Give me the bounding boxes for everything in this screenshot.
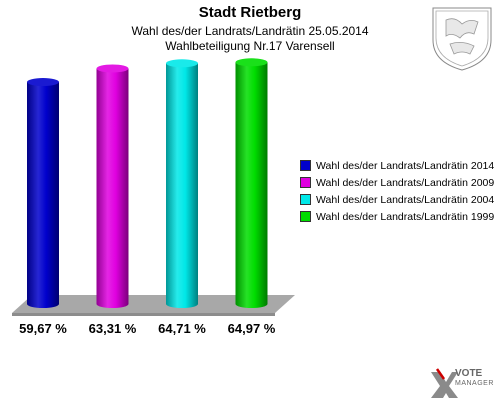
bar-top	[96, 64, 129, 73]
chart-floor	[12, 295, 295, 313]
legend-item: Wahl des/der Landrats/Landrätin 1999	[300, 208, 494, 225]
bar	[235, 58, 268, 308]
chart-subtitle-2: Wahlbeteiligung Nr.17 Varensell	[165, 39, 335, 53]
legend-item: Wahl des/der Landrats/Landrätin 2014	[300, 157, 494, 174]
bar-body	[27, 82, 59, 308]
legend-item: Wahl des/der Landrats/Landrätin 2004	[300, 191, 494, 208]
bar	[96, 64, 129, 308]
bar-value-label: 59,67 %	[19, 321, 67, 336]
vote-manager-logo-icon	[431, 368, 458, 398]
logo-text-vote: VOTE	[455, 368, 483, 379]
bar-body	[166, 63, 198, 308]
chart-legend: Wahl des/der Landrats/Landrätin 2014 Wah…	[300, 157, 494, 225]
bar-top	[235, 58, 268, 67]
bar	[27, 78, 59, 308]
legend-swatch	[300, 194, 311, 205]
legend-label: Wahl des/der Landrats/Landrätin 2014	[316, 159, 495, 172]
chart-floor-shadow	[12, 313, 275, 316]
coat-of-arms-icon	[432, 7, 492, 71]
legend-label: Wahl des/der Landrats/Landrätin 2009	[316, 176, 495, 189]
bar-value-label: 63,31 %	[89, 321, 137, 336]
bar-top	[166, 59, 198, 68]
logo-text-manager: MANAGER	[455, 380, 494, 387]
bar-body	[96, 68, 129, 308]
vote-manager-logo: VOTE MANAGER	[455, 369, 494, 389]
legend-item: Wahl des/der Landrats/Landrätin 2009	[300, 174, 494, 191]
bar	[166, 59, 198, 308]
legend-swatch	[300, 160, 311, 171]
bar-body	[235, 62, 268, 308]
bar-value-label: 64,97 %	[228, 321, 276, 336]
chart-title: Stadt Rietberg	[198, 4, 302, 21]
legend-swatch	[300, 211, 311, 222]
legend-label: Wahl des/der Landrats/Landrätin 1999	[316, 210, 495, 223]
chart-subtitle: Wahl des/der Landrats/Landrätin 25.05.20…	[131, 24, 369, 38]
legend-swatch	[300, 177, 311, 188]
bar-top	[27, 78, 59, 87]
bar-value-label: 64,71 %	[158, 321, 206, 336]
legend-label: Wahl des/der Landrats/Landrätin 2004	[316, 193, 495, 206]
